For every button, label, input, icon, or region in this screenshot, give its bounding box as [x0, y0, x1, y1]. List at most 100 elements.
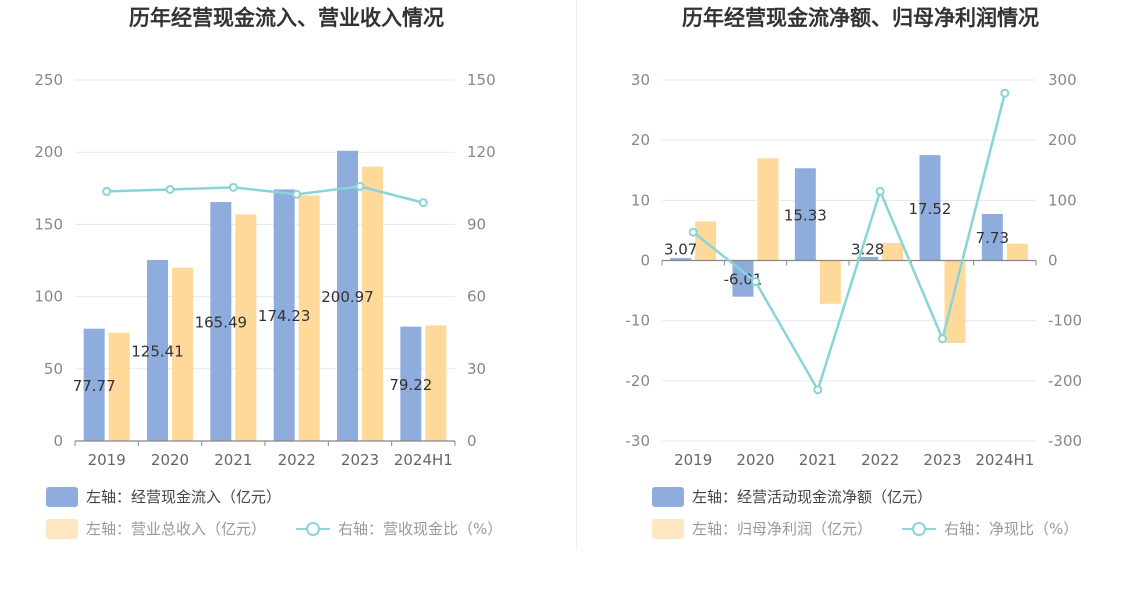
legend-item-ratio[interactable]: 右轴：营收现金比（%）: [296, 518, 502, 539]
category-label: 2021: [214, 451, 252, 469]
bar-series-1: [919, 155, 941, 261]
chart-title: 历年经营现金流净额、归母净利润情况: [682, 6, 1039, 30]
left-axis-tick-label: 200: [34, 143, 63, 161]
data-label: 3.28: [851, 241, 884, 259]
legend-label: 左轴：归母净利润（亿元）: [692, 520, 873, 538]
legend-item-net-cash[interactable]: 左轴：经营活动现金流净额（亿元）: [652, 486, 932, 507]
line-point: [292, 189, 302, 199]
right-axis-tick-label: 100: [1048, 191, 1077, 209]
data-label: 165.49: [195, 314, 248, 332]
category-label: 2024H1: [975, 451, 1034, 469]
right-axis-tick-label: 120: [467, 143, 496, 161]
right-axis-tick-label: 200: [1048, 131, 1077, 149]
line-point: [418, 198, 428, 208]
right-axis-tick-label: 30: [467, 360, 486, 378]
left-axis-tick-label: 150: [34, 215, 63, 233]
chart-plot: -30 -300 -20 -200 -10 -100 0 0 10 100 20 200 30 300 20…: [626, 71, 1083, 469]
bar-series-2: [882, 243, 904, 261]
right-axis-tick-label: -300: [1048, 432, 1082, 450]
right-axis-tick-label: -100: [1048, 312, 1082, 330]
legend-item-net-ratio[interactable]: 右轴：净现比（%）: [902, 518, 1078, 539]
legend-line-icon: [296, 519, 330, 539]
line-point: [938, 334, 947, 344]
line-point: [165, 185, 175, 195]
legend-swatch: [46, 486, 78, 507]
line-point: [102, 186, 112, 196]
bar-series-2: [944, 260, 966, 343]
chart-title: 历年经营现金流入、营业收入情况: [129, 6, 444, 30]
bar-series-2: [108, 332, 130, 441]
bar-series-2: [172, 267, 193, 441]
left-axis-tick-label: 30: [631, 71, 650, 89]
data-label: 3.07: [664, 241, 697, 259]
left-axis-tick-label: -10: [626, 312, 651, 330]
legend-line-icon: [902, 519, 936, 539]
line-point: [688, 227, 698, 237]
line-point: [355, 181, 365, 191]
bar-series-1: [147, 259, 168, 441]
right-axis-tick-label: 150: [467, 71, 496, 89]
left-axis-tick-label: 0: [640, 252, 650, 270]
bar-series-1: [273, 189, 295, 441]
category-label: 2022: [278, 451, 316, 469]
left-axis-tick-label: 10: [631, 191, 650, 209]
legend-item-net-profit[interactable]: 左轴：归母净利润（亿元）: [652, 518, 872, 539]
right-axis-tick-label: 60: [467, 288, 486, 306]
chart-panel-net-cash: 历年经营现金流净额、归母净利润情况 -30 -300 -20 -200 -10 -100 0…: [574, 0, 1147, 589]
right-axis-tick-label: 0: [467, 432, 477, 450]
legend-item-revenue[interactable]: 左轴：营业总收入（亿元）: [46, 518, 266, 539]
chart-panel-cash-inflow: 历年经营现金流入、营业收入情况 0 0 50 30 100 60 150 90 200 120 25…: [0, 0, 573, 589]
bar-series-2: [362, 166, 383, 441]
bar-series-1: [857, 256, 879, 261]
bar-series-1: [210, 202, 232, 441]
line-point: [813, 385, 823, 395]
bar-series-1: [83, 328, 105, 441]
left-axis-tick-label: -20: [626, 372, 651, 390]
right-axis-tick-label: 0: [1048, 252, 1058, 270]
bar-series-1: [732, 260, 754, 297]
line-point: [228, 182, 238, 192]
line-series: [692, 92, 1007, 393]
bar-series-2: [1006, 243, 1028, 261]
chart-plot: 0 0 50 30 100 60 150 90 200 120 250 150 2019 2020 2021…: [34, 71, 496, 469]
data-label: 174.23: [258, 307, 311, 325]
legend-swatch: [652, 518, 684, 539]
data-label: 17.52: [909, 200, 952, 218]
right-axis-tick-label: -200: [1048, 372, 1082, 390]
bar-series-1: [337, 150, 358, 441]
category-label: 2024H1: [394, 451, 453, 469]
bar-series-2: [819, 260, 841, 304]
left-axis-tick-label: 100: [34, 288, 63, 306]
category-label: 2020: [736, 451, 774, 469]
bar-series-2: [298, 195, 320, 441]
category-label: 2019: [88, 451, 126, 469]
line-point: [1000, 88, 1010, 98]
left-axis-tick-label: 50: [44, 360, 63, 378]
bar-series-1: [400, 326, 422, 441]
panel-divider: [576, 0, 577, 550]
bar-series-1: [794, 168, 816, 261]
category-label: 2022: [861, 451, 899, 469]
data-label: 15.33: [784, 206, 827, 224]
right-axis-tick-label: 90: [467, 215, 486, 233]
legend-label: 右轴：净现比（%）: [944, 520, 1079, 538]
bar-series-2: [425, 325, 447, 441]
data-label: 77.77: [73, 377, 116, 395]
legend-label: 左轴：经营现金流入（亿元）: [86, 488, 282, 506]
bar-series-1: [981, 213, 1003, 261]
data-label: 79.22: [389, 376, 432, 394]
left-axis-tick-label: -30: [626, 432, 651, 450]
data-label: 200.97: [321, 288, 374, 306]
legend-swatch: [652, 486, 684, 507]
left-axis-tick-label: 20: [631, 131, 650, 149]
data-label: 125.41: [131, 342, 184, 360]
right-axis-tick-label: 300: [1048, 71, 1077, 89]
legend-item-inflow[interactable]: 左轴：经营现金流入（亿元）: [46, 486, 281, 507]
line-point: [751, 277, 760, 287]
bar-series-2: [757, 158, 779, 261]
legend-label: 右轴：营收现金比（%）: [338, 520, 503, 538]
left-axis-tick-label: 250: [34, 71, 63, 89]
legend-label: 左轴：营业总收入（亿元）: [86, 520, 267, 538]
category-label: 2023: [923, 451, 961, 469]
legend-swatch: [46, 518, 78, 539]
